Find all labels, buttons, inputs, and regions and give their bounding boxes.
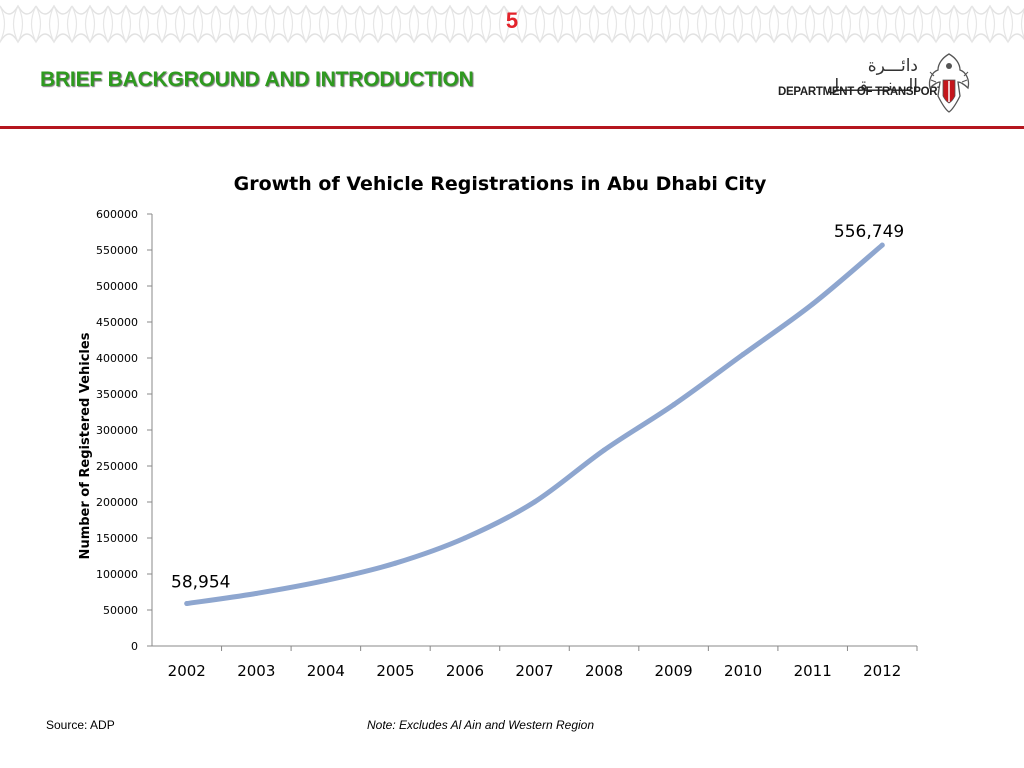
footnote: Note: Excludes Al Ain and Western Region (367, 718, 595, 732)
slide-number: 5 (505, 8, 519, 33)
y-tick-label: 350000 (96, 388, 138, 401)
data-point (323, 577, 329, 583)
x-axis: 2002 2003 2004 2005 2006 2007 2008 2009 2010 2011… (152, 645, 918, 680)
line-chart: Growth of Vehicle Registrations in Abu D… (78, 173, 918, 680)
y-tick-label: 300000 (96, 424, 138, 437)
chart-title: Growth of Vehicle Registrations in Abu D… (234, 173, 767, 195)
x-tick-label: 2003 (237, 662, 275, 680)
x-tick-label: 2006 (446, 662, 484, 680)
data-point (879, 242, 885, 248)
y-tick-label: 0 (131, 640, 138, 653)
x-tick-label: 2008 (585, 662, 623, 680)
data-point (601, 447, 607, 453)
series-group (184, 242, 885, 607)
data-point (532, 499, 537, 505)
data-point (810, 301, 816, 307)
falcon-emblem-icon (928, 53, 970, 113)
x-tick-label: 2012 (863, 662, 901, 680)
data-point (392, 560, 398, 566)
x-tick-label: 2011 (794, 662, 832, 680)
data-labels-group: 58,954 556,749 (171, 222, 904, 592)
data-label: 58,954 (171, 573, 230, 593)
data-label: 556,749 (834, 222, 904, 242)
header-divider (0, 126, 1024, 129)
department-logo: دائـــرة الـــنــــقــــل DEPARTMENT OF … (776, 52, 986, 118)
data-point (253, 590, 259, 596)
data-point (462, 535, 468, 541)
y-tick-label: 550000 (96, 244, 138, 257)
series-line (184, 242, 885, 607)
y-tick-label: 100000 (96, 568, 138, 581)
data-point (184, 601, 190, 607)
x-tick-label: 2005 (376, 662, 414, 680)
data-point (671, 402, 677, 408)
x-tick-label: 2009 (654, 662, 692, 680)
logo-english-text: DEPARTMENT OF TRANSPORT (778, 86, 945, 98)
logo-arabic-text: دائـــرة الـــنــــقــــل (826, 56, 918, 96)
x-tick-label: 2010 (724, 662, 762, 680)
y-axis-label: Number of Registered Vehicles (78, 332, 93, 559)
data-point (740, 351, 746, 357)
y-tick-label: 200000 (96, 496, 138, 509)
y-tick-label: 250000 (96, 460, 138, 473)
y-tick-label: 600000 (96, 208, 138, 221)
y-axis: 0 50000 100000 150000 200000 250000 300000 3500… (96, 208, 153, 653)
x-tick-label: 2002 (168, 662, 206, 680)
y-tick-label: 400000 (96, 352, 138, 365)
slide-title: BRIEF BACKGROUND AND INTRODUCTION (40, 68, 474, 91)
y-tick-label: 500000 (96, 280, 138, 293)
decorative-pattern-band (0, 0, 1024, 48)
source-note: Source: ADP (46, 718, 115, 732)
y-tick-label: 150000 (96, 532, 138, 545)
x-tick-label: 2004 (307, 662, 345, 680)
x-tick-label: 2007 (515, 662, 553, 680)
y-tick-label: 50000 (103, 604, 138, 617)
y-tick-label: 450000 (96, 316, 138, 329)
